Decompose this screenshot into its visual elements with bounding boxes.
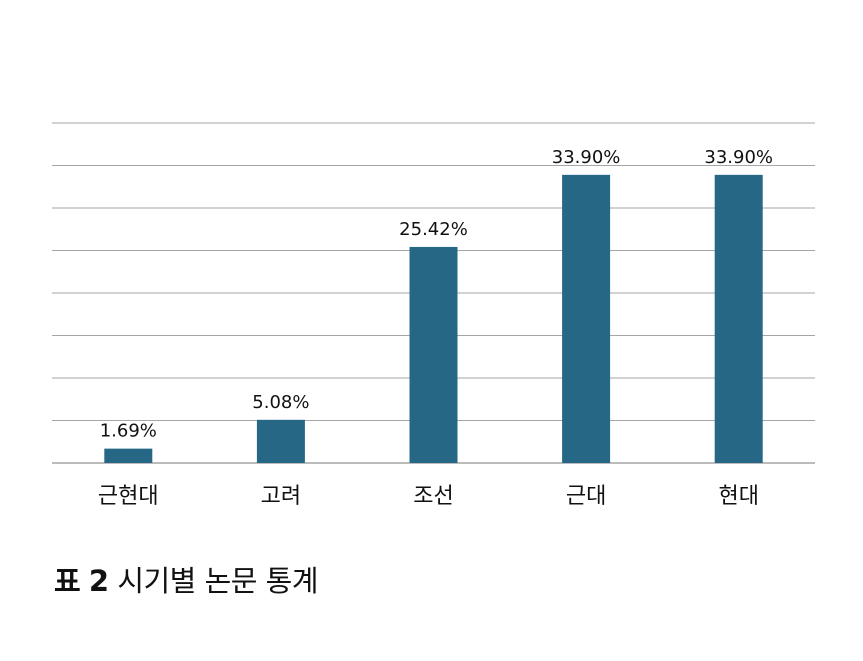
bar-1	[104, 448, 153, 463]
bar-5	[714, 174, 763, 463]
category-label: 조선	[413, 484, 453, 509]
value-label: 5.08%	[252, 392, 309, 413]
bars	[104, 174, 763, 463]
value-label: 25.42%	[399, 219, 468, 240]
value-label: 33.90%	[704, 147, 773, 168]
caption-table-label: 표	[54, 564, 81, 598]
bar-4	[562, 174, 611, 463]
caption-text: 시기별 논문 통계	[117, 564, 319, 598]
category-label: 근현대	[98, 484, 159, 509]
category-label: 고려	[261, 484, 301, 509]
category-labels: 근현대 고려 조선 근대 현대	[98, 484, 759, 509]
value-label: 33.90%	[552, 147, 621, 168]
value-label: 1.69%	[100, 421, 157, 442]
value-labels: 1.69% 5.08% 25.42% 33.90% 33.90%	[100, 147, 773, 442]
bar-2	[256, 419, 305, 463]
category-label: 근대	[566, 484, 606, 509]
caption-table-number: 2	[88, 564, 109, 598]
bar-3	[409, 246, 458, 463]
figure-caption: 표 2 시기별 논문 통계	[54, 558, 319, 600]
category-label: 현대	[718, 484, 758, 509]
